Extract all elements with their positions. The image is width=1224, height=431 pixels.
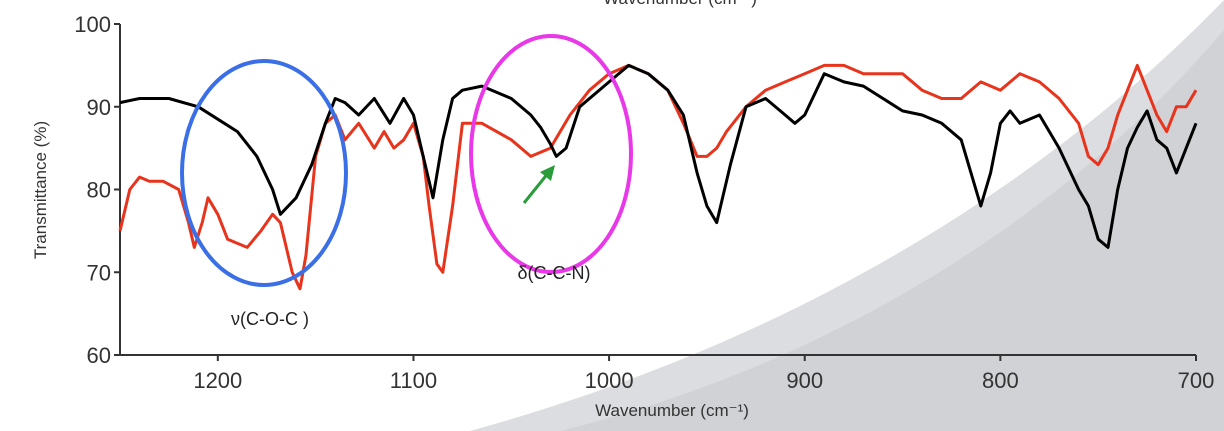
x-tick-label: 700 (1178, 368, 1215, 393)
y-tick-label: 80 (87, 178, 111, 203)
x-tick-label: 1100 (390, 368, 437, 393)
annotation-cox: ν(C-O-C ) (231, 309, 309, 329)
ccn-band-ellipse (469, 34, 633, 274)
series-red-line (118, 63, 1198, 291)
series-black-line (119, 63, 1198, 249)
x-tick-label: 900 (786, 368, 823, 393)
annotation-ccn: δ(C-C-N) (518, 263, 591, 283)
cox-band-ellipse (180, 59, 348, 287)
y-tick-label: 100 (74, 12, 111, 37)
top-axis-label: Wavenumber (cm⁻¹) (603, 0, 757, 8)
background-swoosh-light (560, 30, 1224, 431)
y-tick-label: 90 (87, 95, 111, 120)
x-tick-label: 800 (982, 368, 1019, 393)
x-axis-title: Wavenumber (cm⁻¹) (595, 401, 749, 420)
y-tick-label: 60 (87, 343, 111, 368)
x-tick-label: 1000 (585, 368, 634, 393)
x-tick-label: 1200 (193, 368, 242, 393)
y-axis-title: Transmittance (%) (31, 121, 50, 259)
y-tick-label: 70 (87, 260, 111, 285)
arrow-icon (522, 165, 555, 204)
